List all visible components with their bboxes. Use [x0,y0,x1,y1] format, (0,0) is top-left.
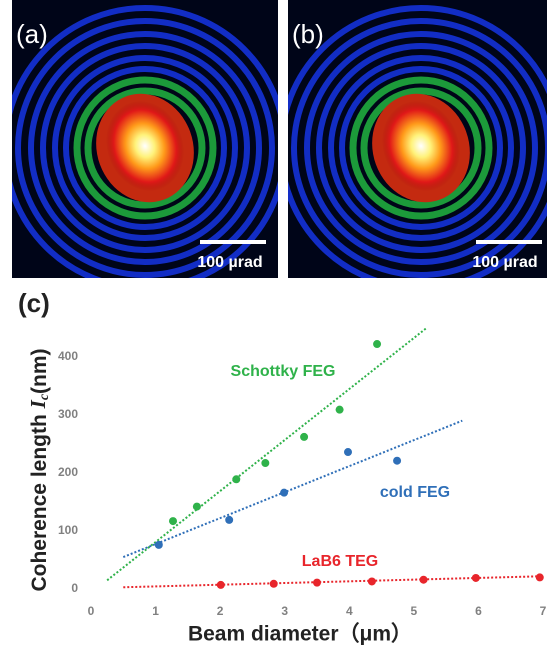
y-tick-label: 0 [71,581,78,595]
y-tick-label: 300 [58,407,78,421]
panel-label: (b) [292,19,324,49]
data-point [344,448,352,456]
x-tick-label: 2 [217,604,224,618]
data-point [393,457,401,465]
y-axis-label: Coherence length Ic(nm) [26,348,52,591]
data-point [420,576,428,584]
data-point [368,577,376,585]
plot-area: 0 100 200 300 400 0 1 2 3 4 5 6 7 Schottky FEG cold FE… [58,328,547,618]
data-point [261,459,269,467]
series-label: cold FEG [380,484,450,501]
scale-label: 100 µrad [472,254,537,271]
x-axis-label: Beam diameter（μm） [188,622,412,646]
data-point [336,406,344,414]
y-label-unit: (nm) [28,348,51,394]
data-point [169,517,177,525]
y-tick-label: 400 [58,349,78,363]
y-tick-label: 200 [58,465,78,479]
figure: (a) (b) 100 µrad 100 µrad (c) Coherence … [0,0,547,650]
x-tick-label: 6 [475,604,482,618]
x-tick-label: 1 [152,604,159,618]
data-point [313,579,321,587]
scale-label: 100 µrad [197,254,262,271]
data-point [217,581,225,589]
data-point [155,541,163,549]
y-tick-label: 100 [58,523,78,537]
data-point [270,580,278,588]
series-label: LaB6 TEG [302,553,378,570]
series-label: Schottky FEG [231,363,336,380]
data-point [232,475,240,483]
panel-label: (c) [18,288,50,318]
x-tick-label: 4 [346,604,353,618]
trend-line [123,576,543,587]
page: {"chart_data": { "type": "scatter", "pan… [0,0,547,650]
y-label-text: Coherence length [28,408,51,591]
data-point [193,503,201,511]
data-point [280,489,288,497]
data-point [536,573,544,581]
data-point [472,574,480,582]
data-point [373,340,381,348]
data-point [225,516,233,524]
panel-label: (a) [16,19,48,49]
x-tick-label: 0 [88,604,95,618]
x-tick-label: 7 [540,604,547,618]
x-tick-label: 3 [281,604,288,618]
data-point [300,433,308,441]
x-tick-label: 5 [411,604,418,618]
